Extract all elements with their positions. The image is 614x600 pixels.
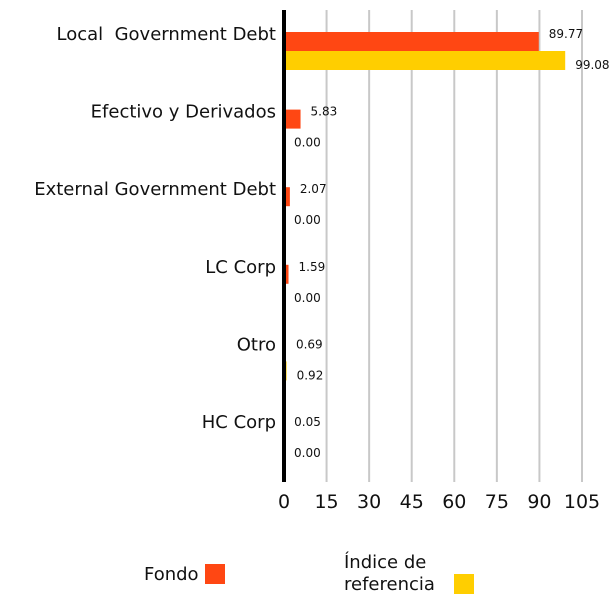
category-label: LC Corp: [205, 257, 276, 278]
x-tick-label: 30: [357, 491, 381, 513]
value-label-fondo: 89.77: [549, 27, 583, 41]
value-label-fondo: 0.05: [294, 415, 321, 429]
value-label-indice: 99.08: [575, 58, 609, 72]
legend-label-fondo: Fondo: [144, 564, 199, 585]
value-label-indice: 0.92: [297, 368, 324, 382]
bar-fondo: [284, 109, 301, 129]
bar-fondo: [284, 264, 289, 284]
category-labels: Local Government Debt Efectivo y Derivado…: [34, 24, 276, 433]
legend-item-indice: Índice de referencia: [344, 552, 474, 596]
legend-swatch-fondo: [204, 564, 225, 584]
category-label: External Government Debt: [34, 179, 276, 200]
value-label-indice: 0.00: [294, 136, 321, 150]
value-label-indice: 0.00: [294, 446, 321, 460]
bar-fondo: [284, 32, 539, 51]
category-label: Otro: [237, 334, 276, 355]
x-tick-label: 75: [485, 491, 509, 513]
value-label-indice: 0.00: [294, 291, 321, 305]
x-tick-label: 15: [314, 491, 338, 513]
value-label-fondo: 5.83: [311, 105, 338, 119]
value-label-fondo: 0.69: [296, 337, 323, 351]
value-label-fondo: 2.07: [300, 182, 327, 196]
bar-fondo: [284, 187, 290, 207]
legend-label-indice-line1: Índice de: [344, 552, 427, 573]
category-label: HC Corp: [202, 412, 276, 433]
bar-chart: Local Government Debt Efectivo y Derivado…: [34, 10, 610, 513]
x-tick-label: 60: [442, 491, 466, 513]
category-label: Local Government Debt: [57, 24, 277, 45]
x-tick-label: 105: [564, 491, 600, 513]
legend-label-indice-line2: referencia: [344, 574, 435, 595]
bars: [284, 32, 566, 439]
x-tick-label: 45: [400, 491, 424, 513]
category-label: Efectivo y Derivados: [91, 102, 276, 123]
value-labels: 89.77 99.08 5.83 0.00 2.07 0.00 1.59 0.00 0.69 0.…: [294, 27, 610, 460]
legend-swatch-indice: [454, 574, 474, 594]
value-label-indice: 0.00: [294, 213, 321, 227]
x-tick-label: 90: [527, 491, 551, 513]
legend-label-indice: Índice de referencia: [344, 552, 448, 596]
value-label-fondo: 1.59: [299, 260, 326, 274]
gridlines: [325, 10, 583, 482]
x-tick-label: 0: [278, 491, 290, 513]
x-tick-labels: 0 15 30 45 60 75 90 105: [278, 491, 600, 513]
legend-item-fondo: Fondo: [144, 564, 225, 586]
bar-indice: [284, 51, 566, 70]
